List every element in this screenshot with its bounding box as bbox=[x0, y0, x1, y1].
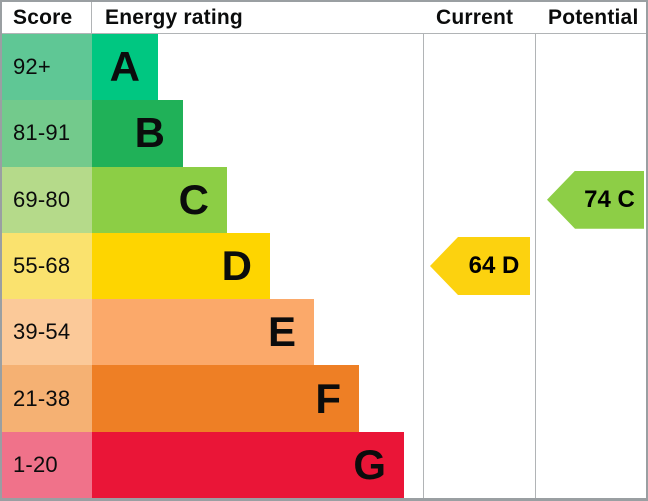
band-bar-a: A bbox=[92, 34, 158, 101]
energy-rating-column-header: Energy rating bbox=[105, 5, 243, 29]
band-bar-b: B bbox=[92, 100, 183, 167]
score-range-g: 1-20 bbox=[2, 431, 92, 498]
band-row-g: 1-20 G bbox=[2, 431, 646, 498]
band-row-d: 55-68 D 64 D bbox=[2, 232, 646, 300]
current-column-divider bbox=[423, 2, 424, 498]
current-rating-arrow: 64 D bbox=[430, 236, 530, 295]
score-range-b: 81-91 bbox=[2, 100, 92, 167]
band-row-e: 39-54 E bbox=[2, 299, 646, 366]
band-bar-e: E bbox=[92, 299, 314, 366]
band-bar-f: F bbox=[92, 365, 359, 432]
score-column-header: Score bbox=[2, 2, 92, 33]
score-range-f: 21-38 bbox=[2, 365, 92, 432]
score-range-a: 92+ bbox=[2, 34, 92, 101]
score-range-c: 69-80 bbox=[2, 166, 92, 233]
band-row-c: 69-80 C 74 C bbox=[2, 166, 646, 233]
band-bar-d: D bbox=[92, 232, 270, 300]
chart-header-row: Score Energy rating Current Potential bbox=[2, 2, 646, 34]
band-row-b: 81-91 B bbox=[2, 100, 646, 167]
band-rows: 92+ A 81-91 B 69-80 C 74 C 55-68 D 64 D … bbox=[2, 34, 646, 498]
band-row-f: 21-38 F bbox=[2, 365, 646, 432]
potential-column-header: Potential bbox=[548, 5, 639, 29]
potential-rating-arrow: 74 C bbox=[547, 170, 644, 229]
band-row-a: 92+ A bbox=[2, 34, 646, 101]
potential-column-divider bbox=[535, 2, 536, 498]
score-range-d: 55-68 bbox=[2, 232, 92, 300]
band-bar-c: C bbox=[92, 166, 227, 233]
current-column-header: Current bbox=[436, 5, 514, 29]
score-range-e: 39-54 bbox=[2, 299, 92, 366]
band-bar-g: G bbox=[92, 431, 404, 498]
